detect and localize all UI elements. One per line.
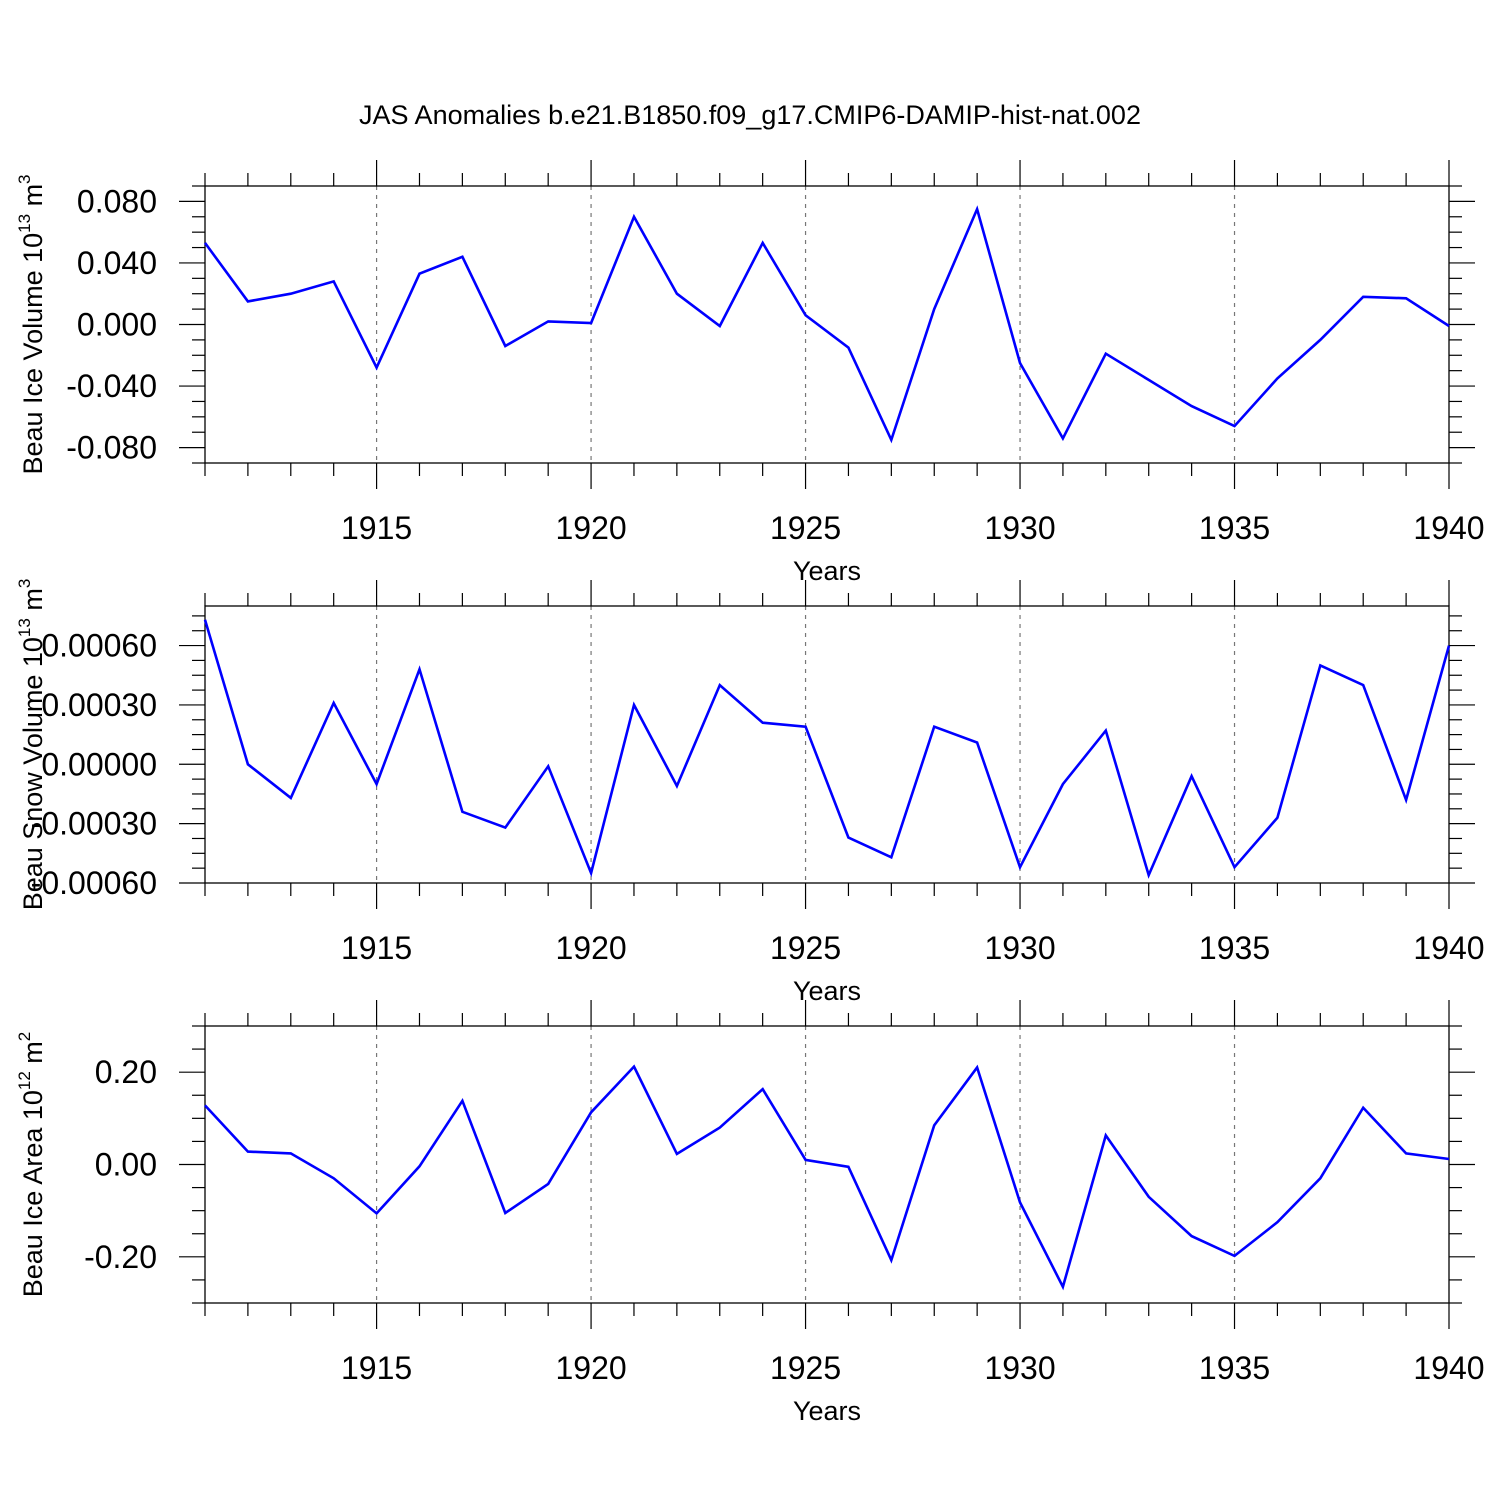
x-tick-label: 1920: [555, 1350, 626, 1386]
ylabel-sup: 13: [15, 214, 34, 233]
ylabel-unit: m: [18, 1041, 48, 1071]
y-tick-label: -0.080: [66, 430, 157, 466]
series-line: [203, 205, 1450, 444]
y-tick-label: -0.040: [66, 368, 157, 404]
x-tick-label: 1920: [555, 930, 626, 966]
x-tick-label: 1930: [984, 510, 1055, 546]
ylabel-sup: 12: [15, 1071, 34, 1090]
y-tick-label: -0.00060: [31, 865, 157, 901]
x-tick-label: 1925: [770, 510, 841, 546]
chart-panel-1: -0.080 -0.040 0.000 0.040 0.080 1915 1920 1925 1…: [15, 160, 1485, 586]
x-tick-label: 1930: [984, 930, 1055, 966]
plot-frame: [204, 185, 1450, 464]
y-axis-label: Beau Snow Volume 1013 m3: [15, 579, 48, 911]
y-axis-label: Beau Ice Area 1012 m2: [15, 1032, 48, 1298]
y-tick-label: 0.040: [77, 245, 157, 281]
y-tick-label: 0.080: [77, 183, 157, 219]
panels: -0.080 -0.040 0.000 0.040 0.080 1915 1920 1925 1…: [15, 160, 1485, 1426]
ylabel-sup: 13: [15, 618, 34, 637]
x-tick-label: 1935: [1199, 510, 1270, 546]
x-tick-label: 1935: [1199, 1350, 1270, 1386]
x-tick-label: 1930: [984, 1350, 1055, 1386]
y-tick-label: 0.20: [95, 1054, 157, 1090]
x-axis-label: Years: [793, 976, 861, 1006]
ylabel-unit: m: [18, 588, 48, 618]
x-tick-label: 1915: [341, 510, 412, 546]
x-tick-label: 1940: [1413, 930, 1484, 966]
ylabel: Beau Ice Volume 10: [18, 233, 48, 475]
ylabel-unit-sup: 2: [15, 1032, 34, 1041]
series-line: [204, 1064, 1450, 1291]
y-tick-label: 0.000: [77, 307, 157, 343]
ylabel-unit-sup: 3: [15, 174, 34, 183]
y-tick-label: 0.00: [95, 1147, 157, 1183]
x-tick-label: 1920: [555, 510, 626, 546]
plot-frame: [204, 605, 1450, 884]
ylabel-unit: m: [18, 184, 48, 214]
y-tick-label: 0.00030: [41, 687, 157, 723]
chart-panel-3: -0.20 0.00 0.20 1915 1920 1925 1930 1935 1940 Yea…: [15, 1000, 1485, 1426]
y-tick-label: -0.00030: [31, 806, 157, 842]
x-tick-label: 1925: [770, 930, 841, 966]
x-tick-label: 1925: [770, 1350, 841, 1386]
ylabel: Beau Ice Area 10: [18, 1090, 48, 1297]
x-tick-label: 1935: [1199, 930, 1270, 966]
y-tick-label: -0.20: [84, 1239, 157, 1275]
ylabel: Beau Snow Volume 10: [18, 637, 48, 910]
y-tick-label: 0.00060: [41, 628, 157, 664]
x-tick-label: 1915: [341, 930, 412, 966]
x-tick-label: 1940: [1413, 1350, 1484, 1386]
x-axis-label: Years: [793, 1396, 861, 1426]
x-tick-label: 1915: [341, 1350, 412, 1386]
x-axis-label: Years: [793, 556, 861, 586]
x-tick-label: 1940: [1413, 510, 1484, 546]
figure-title: JAS Anomalies b.e21.B1850.f09_g17.CMIP6-…: [359, 100, 1141, 130]
y-tick-label: 0.00000: [41, 746, 157, 782]
chart-panel-2: -0.00060 -0.00030 0.00000 0.00030 0.00060 191…: [15, 579, 1485, 1006]
ylabel-unit-sup: 3: [15, 579, 34, 588]
series-line: [203, 619, 1451, 879]
y-axis-label: Beau Ice Volume 1013 m3: [15, 174, 48, 474]
